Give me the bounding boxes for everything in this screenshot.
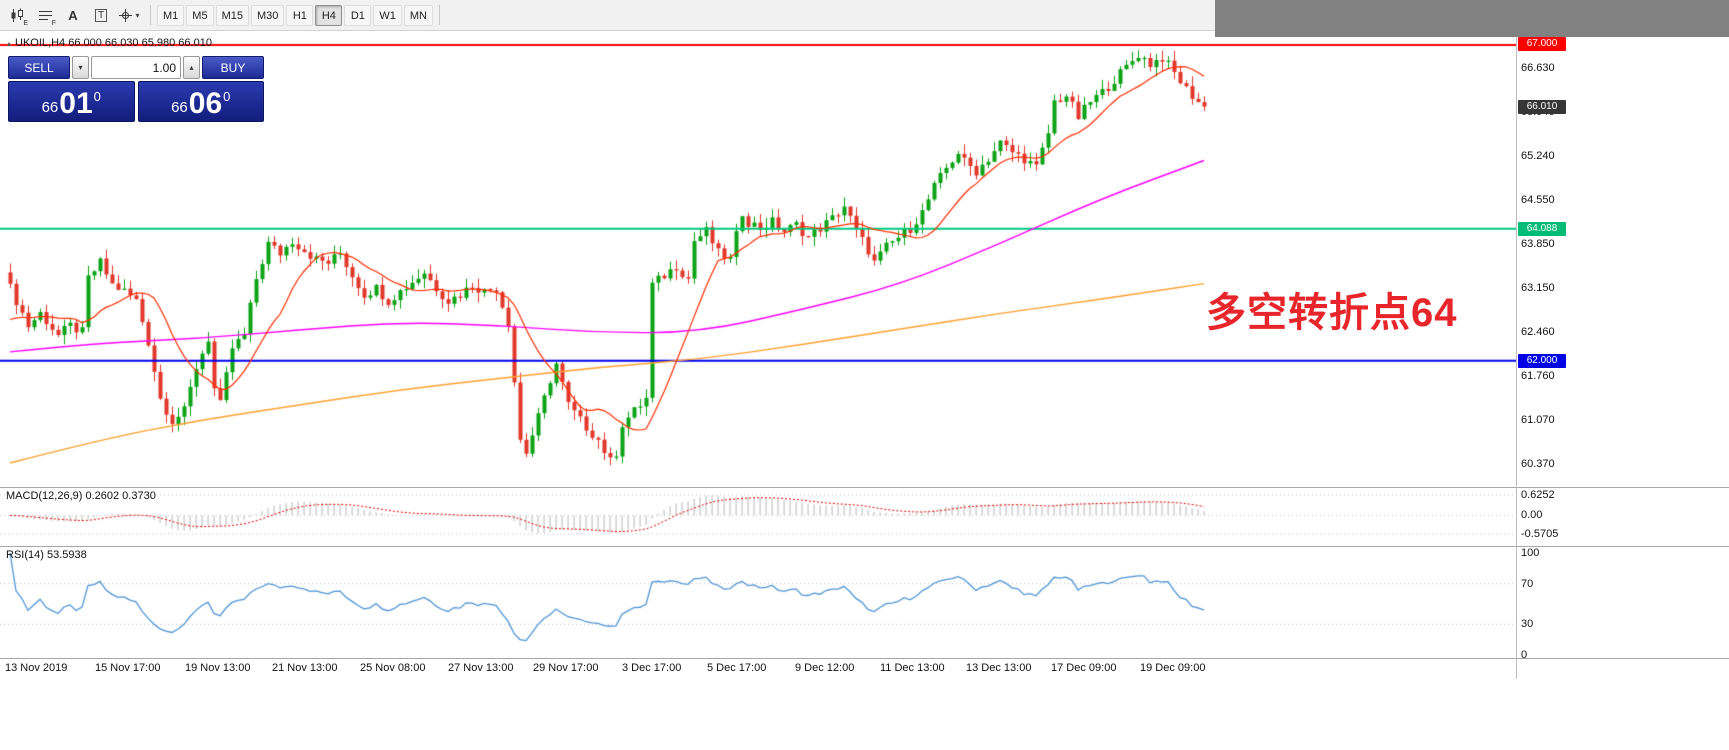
time-tick-label: 3 Dec 17:00 — [622, 662, 682, 674]
price-tick-label: 61.070 — [1521, 414, 1555, 426]
price-tick-label: 62.460 — [1521, 326, 1555, 338]
time-tick-label: 15 Nov 17:00 — [95, 662, 161, 674]
rsi-axis-label: 30 — [1521, 618, 1534, 630]
macd-axis-label: 0.6252 — [1521, 489, 1555, 501]
timeframe-button-m15[interactable]: M15 — [215, 4, 249, 26]
volume-up-button[interactable]: ▴ — [183, 56, 200, 79]
time-tick-label: 13 Dec 13:00 — [966, 662, 1032, 674]
timeframe-button-w1[interactable]: W1 — [373, 4, 402, 26]
macd-axis-label: 0.00 — [1521, 509, 1543, 521]
trade-controls-row: SELL ▾ ▴ BUY — [8, 56, 264, 79]
price-tick-label: 63.150 — [1521, 282, 1555, 294]
toolbar-icon-group: E F A T ▾ — [4, 3, 144, 27]
sell-price-big: 01 — [59, 87, 93, 120]
time-tick-label: 9 Dec 12:00 — [795, 662, 855, 674]
window-corner-strip — [1215, 0, 1729, 37]
volume-input[interactable] — [91, 56, 181, 79]
symbol-marker-icon: ▴ — [7, 38, 12, 48]
sell-price-display[interactable]: 66 01 0 — [8, 81, 135, 122]
letter-a-icon[interactable]: A — [60, 3, 86, 27]
price-tick-label: 66.630 — [1521, 62, 1555, 74]
time-axis[interactable]: 13 Nov 2019 15 Nov 17:00 19 Nov 13:00 21 No… — [0, 660, 1516, 680]
chart-annotation: 多空转折点64 — [1206, 291, 1458, 335]
macd-label: MACD(12,26,9) 0.2602 0.3730 — [6, 490, 156, 502]
timeframe-button-h1[interactable]: H1 — [286, 4, 314, 26]
buy-price-display[interactable]: 66 06 0 — [137, 81, 264, 122]
text-box-icon[interactable]: T — [88, 3, 114, 27]
price-axis[interactable]: 66.63065.94065.24064.55063.85063.15062.4… — [1517, 31, 1729, 679]
time-tick-label: 19 Dec 09:00 — [1140, 662, 1206, 674]
rsi-axis-label: 100 — [1521, 547, 1540, 559]
sell-button[interactable]: SELL — [8, 56, 70, 79]
rsi-label: RSI(14) 53.5938 — [6, 549, 87, 561]
symbol-ohlc-label: ▴ UKOIL,H4 66.000 66.030 65.980 66.010 — [7, 37, 212, 49]
trade-quotes-row: 66 01 0 66 06 0 — [8, 81, 264, 122]
price-tick-label: 60.370 — [1521, 458, 1555, 470]
buy-price-small: 66 — [171, 99, 188, 116]
one-click-trading-panel: SELL ▾ ▴ BUY 66 01 0 66 06 0 — [8, 56, 264, 122]
price-line-badge: 67.000 — [1518, 37, 1566, 51]
text-box-icon-glyph: T — [94, 8, 108, 22]
toolbar-separator — [438, 5, 440, 25]
timeframe-button-m5[interactable]: M5 — [186, 4, 214, 26]
time-tick-label: 13 Nov 2019 — [5, 662, 68, 674]
rsi-axis-label: 70 — [1521, 578, 1534, 590]
lines-list-icon-sub: F — [51, 20, 56, 27]
rsi-axis-label: 0 — [1521, 649, 1528, 661]
macd-canvas[interactable] — [0, 488, 1516, 546]
rsi-canvas[interactable] — [0, 547, 1516, 658]
price-line-badge: 62.000 — [1518, 354, 1566, 368]
lines-list-icon[interactable]: F — [32, 3, 58, 27]
crosshair-icon[interactable]: ▾ — [116, 3, 142, 27]
time-tick-label: 21 Nov 13:00 — [272, 662, 338, 674]
panel-separator — [0, 658, 1729, 659]
buy-price-sup: 0 — [223, 89, 231, 104]
price-tick-label: 63.850 — [1521, 238, 1555, 250]
axis-separator — [1516, 31, 1517, 679]
candlestick-chart-icon[interactable]: E — [4, 3, 30, 27]
candlestick-chart-icon-sub: E — [23, 20, 28, 27]
timeframe-group: M1 M5 M15 M30 H1 H4 D1 W1 MN — [157, 4, 433, 26]
timeframe-button-m30[interactable]: M30 — [250, 4, 285, 26]
price-tick-label: 64.550 — [1521, 194, 1555, 206]
price-tick-label: 61.760 — [1521, 370, 1555, 382]
timeframe-button-h4[interactable]: H4 — [315, 4, 343, 26]
timeframe-button-d1[interactable]: D1 — [344, 4, 372, 26]
panel-separator — [0, 546, 1729, 547]
time-tick-label: 5 Dec 17:00 — [707, 662, 767, 674]
panel-separator — [0, 487, 1729, 488]
macd-axis-label: -0.5705 — [1521, 528, 1559, 540]
time-tick-label: 27 Nov 13:00 — [448, 662, 514, 674]
buy-price-big: 06 — [188, 87, 223, 120]
price-line-badge: 66.010 — [1518, 100, 1566, 114]
time-tick-label: 19 Nov 13:00 — [185, 662, 251, 674]
time-tick-label: 17 Dec 09:00 — [1051, 662, 1117, 674]
price-tick-label: 65.240 — [1521, 150, 1555, 162]
toolbar-separator — [150, 5, 151, 25]
time-tick-label: 25 Nov 08:00 — [360, 662, 426, 674]
sell-price-small: 66 — [41, 99, 59, 116]
sell-price-sup: 0 — [93, 89, 101, 104]
buy-button[interactable]: BUY — [202, 56, 264, 79]
dropdown-arrow-icon: ▾ — [135, 10, 140, 20]
time-tick-label: 11 Dec 13:00 — [880, 662, 945, 674]
timeframe-button-m1[interactable]: M1 — [157, 4, 185, 26]
time-tick-label: 29 Nov 17:00 — [533, 662, 599, 674]
price-line-badge: 64.088 — [1518, 222, 1566, 236]
letter-a-icon-glyph: A — [68, 7, 78, 23]
timeframe-button-mn[interactable]: MN — [403, 4, 433, 26]
symbol-ohlc-text: UKOIL,H4 66.000 66.030 65.980 66.010 — [15, 37, 212, 49]
volume-down-button[interactable]: ▾ — [72, 56, 89, 79]
